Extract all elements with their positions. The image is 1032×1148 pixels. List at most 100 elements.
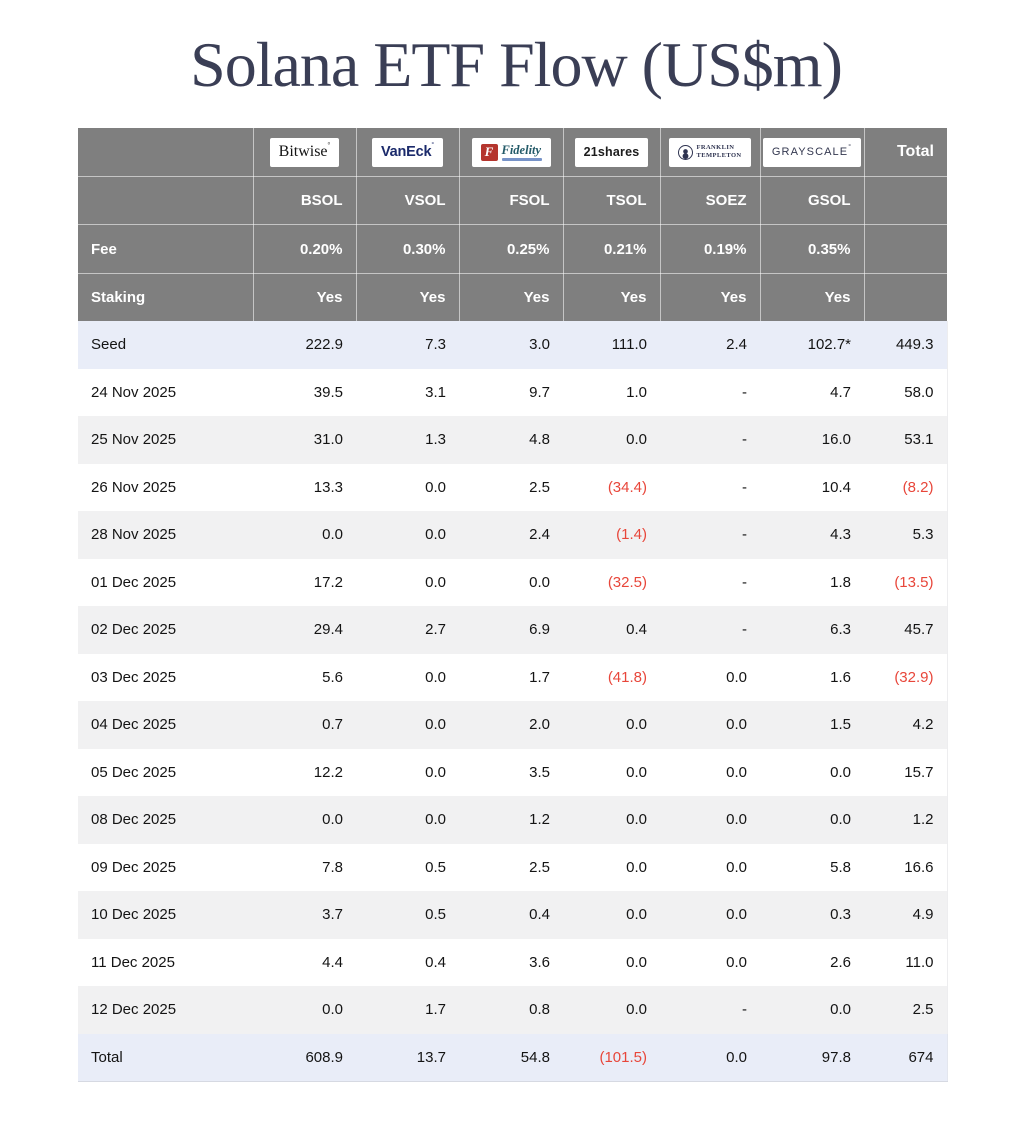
value-cell: (8.2)	[864, 463, 948, 511]
cell-value: 0.0	[322, 1001, 343, 1019]
value-cell: 11.0	[864, 938, 948, 986]
cell-value: 2.5	[912, 1001, 934, 1019]
cell-value: 1.8	[830, 573, 851, 591]
cell-value: 3.5	[529, 763, 550, 781]
cell-value: 0.0	[529, 573, 550, 591]
fidelity-logo: F Fidelity	[471, 137, 551, 167]
row-label: Seed	[78, 321, 253, 369]
cell-value: 5.8	[830, 858, 851, 876]
grayscale-wordmark: GRAYSCALE°	[771, 144, 853, 158]
staking-row-label: Staking	[78, 273, 254, 321]
row-label: 11 Dec 2025	[91, 953, 175, 971]
value-cell: 2.7	[356, 606, 459, 654]
value-cell: 15.7	[864, 748, 948, 796]
value-cell: 0.0	[660, 796, 760, 844]
row-label: 03 Dec 2025	[91, 668, 177, 686]
cell-value: 4.8	[529, 431, 550, 449]
cell-value: 0.0	[726, 763, 747, 781]
cell-value: 102.7*	[807, 336, 851, 354]
cell-value: 0.0	[830, 1001, 851, 1019]
value-cell: 4.9	[864, 891, 948, 939]
cell-value: 0.0	[626, 763, 647, 781]
cell-value: 4.9	[912, 906, 934, 924]
value-cell: 3.6	[459, 939, 563, 987]
cell-value: 0.7	[322, 716, 343, 734]
value-cell: 3.1	[356, 369, 459, 417]
cell-value: 0.0	[626, 858, 647, 876]
value-cell: 0.0	[660, 844, 760, 892]
cell-value: 2.4	[529, 526, 550, 544]
trademark-mark: °	[431, 142, 434, 149]
staking-row: Staking Yes Yes Yes Yes Yes Yes	[78, 273, 947, 321]
value-cell: 3.5	[459, 749, 563, 797]
value-cell: 2.4	[459, 511, 563, 559]
value-cell: (13.5)	[864, 558, 948, 606]
cell-value: 0.0	[626, 716, 647, 734]
cell-value: 2.5	[529, 478, 550, 496]
ticker-row: BSOL VSOL FSOL TSOL SOEZ GSOL	[78, 176, 947, 225]
table-row: 08 Dec 2025 0.0 0.0 1.2 0.0 0.0 0.0 1.2	[78, 796, 948, 844]
cell-value: 0.0	[425, 668, 446, 686]
cell-value: 1.5	[830, 716, 851, 734]
cell-value: 0.0	[425, 573, 446, 591]
cell-value: -	[742, 478, 747, 496]
row-label: 25 Nov 2025	[78, 416, 253, 464]
fidelity-tagline-bar	[501, 158, 542, 161]
row-label: 26 Nov 2025	[91, 478, 177, 496]
cell-value: 16.6	[904, 858, 934, 876]
value-cell: 0.0	[660, 939, 760, 987]
cell-value: 0.0	[425, 811, 446, 829]
cell-value: 0.0	[322, 811, 343, 829]
cell-value: 7.3	[425, 336, 446, 354]
cell-value: 1.2	[912, 811, 934, 829]
cell-value: 1.3	[425, 431, 446, 449]
fee-cell-soez: 0.19%	[660, 224, 761, 274]
fee-cell-vsol: 0.30%	[356, 224, 460, 274]
franklin-templeton-wordmark: FRANKLIN TEMPLETON	[696, 144, 741, 160]
value-cell: 0.0	[356, 796, 459, 844]
cell-value: 0.8	[529, 1001, 550, 1019]
value-cell: 53.1	[864, 416, 948, 464]
fee-row-label: Fee	[78, 224, 254, 274]
cell-value: 1.6	[830, 668, 851, 686]
vaneck-wordmark: VanEck°	[380, 142, 434, 160]
value-cell: 1.8	[760, 559, 864, 607]
value-cell: 17.2	[253, 559, 356, 607]
value-cell: 0.8	[459, 986, 563, 1034]
cell-value: 3.6	[529, 953, 550, 971]
value-cell: 1.3	[356, 416, 459, 464]
franklin-templeton-logo-cell: FRANKLIN TEMPLETON	[660, 128, 761, 177]
franklin-head-icon	[678, 144, 694, 160]
value-cell: 0.0	[356, 559, 459, 607]
value-cell: 1.2	[864, 796, 948, 844]
staking-cell-fsol: Yes	[459, 273, 564, 321]
value-cell: 2.6	[760, 939, 864, 987]
cell-value: 0.0	[626, 1001, 647, 1019]
table-row: 10 Dec 2025 3.7 0.5 0.4 0.0 0.0 0.3 4.9	[78, 891, 948, 939]
cell-value: 2.6	[830, 953, 851, 971]
cell-value: 0.0	[425, 526, 446, 544]
value-cell: 3.7	[253, 891, 356, 939]
value-cell: 58.0	[864, 368, 948, 416]
cell-value: 58.0	[904, 383, 934, 401]
value-cell: (32.9)	[864, 653, 948, 701]
cell-value: 17.2	[313, 573, 343, 591]
table-row: 09 Dec 2025 7.8 0.5 2.5 0.0 0.0 5.8 16.6	[78, 843, 948, 892]
value-cell: 1.2	[459, 796, 563, 844]
cell-value: 16.0	[821, 431, 851, 449]
value-cell: 0.0	[356, 464, 459, 512]
value-cell: 0.0	[563, 796, 660, 844]
cell-value: -	[742, 621, 747, 639]
cell-value: 13.7	[416, 1048, 446, 1066]
value-cell: 2.5	[459, 844, 563, 892]
etf-flow-table: Bitwise° VanEck° F Fidelity 21shares FRANKLIN…	[78, 128, 948, 1082]
row-label: 02 Dec 2025	[78, 606, 253, 654]
value-cell: 4.8	[459, 416, 563, 464]
value-cell: 111.0	[563, 321, 660, 369]
table-row: 28 Nov 2025 0.0 0.0 2.4 (1.4) - 4.3 5.3	[78, 511, 948, 559]
value-cell: -	[660, 986, 760, 1034]
cell-value: 0.5	[425, 858, 446, 876]
row-label: 24 Nov 2025	[91, 383, 177, 401]
cell-value: 4.2	[912, 716, 934, 734]
cell-value: 3.1	[425, 383, 446, 401]
